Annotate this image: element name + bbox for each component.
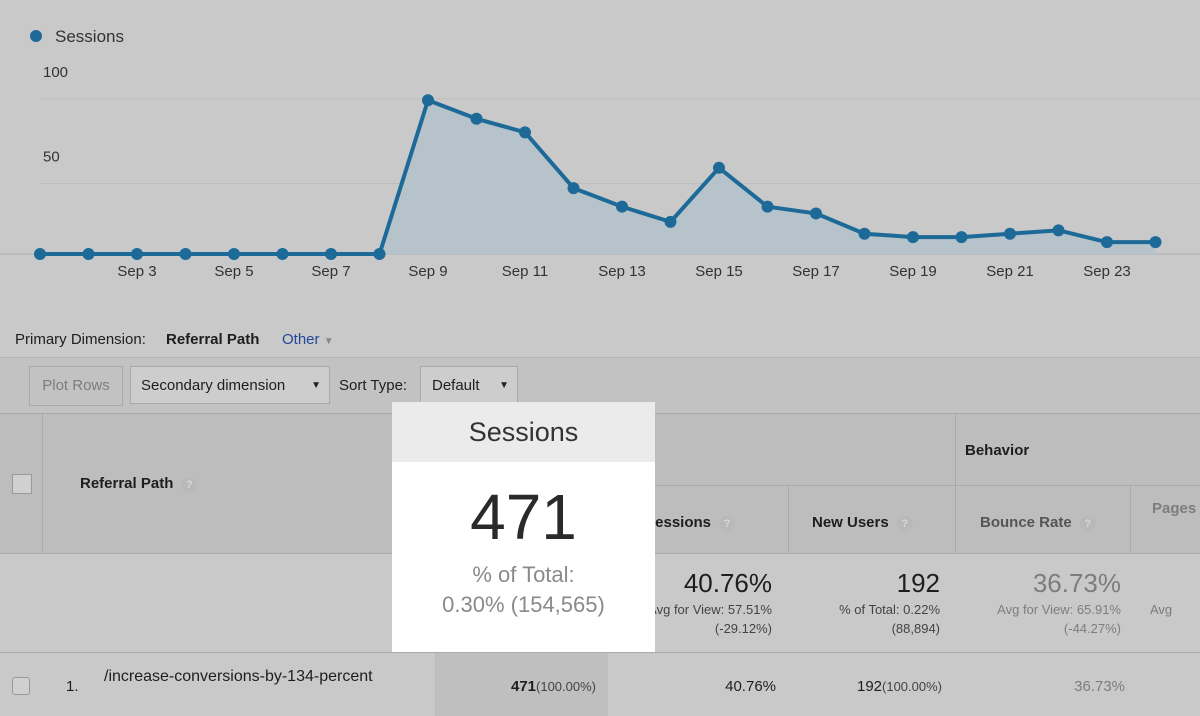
point: [955, 231, 968, 244]
x-tick-label: Sep 9: [408, 263, 447, 280]
point: [422, 94, 434, 107]
dropdown[interactable]: Default ▼: [420, 366, 518, 404]
total-sub: Avg for View: 65.91%: [997, 602, 1121, 617]
point: [131, 248, 143, 260]
cell: 36.73%: [1074, 678, 1125, 695]
chart: Sessions 50 100 Sep 3 Sep 5 Sep 7 Sep 9 Sep 11…: [0, 27, 1200, 280]
header-text[interactable]: Bounce Rate: [980, 514, 1072, 531]
x-tick-label: Sep 19: [889, 263, 937, 280]
total-sub: Avg: [1150, 602, 1173, 617]
x-tick-label: Sep 15: [695, 263, 743, 280]
sorted-cell: [435, 653, 608, 716]
header-text[interactable]: New Users: [812, 514, 889, 531]
point: [616, 200, 628, 213]
x-tick-label: Sep 17: [792, 263, 840, 280]
column-header[interactable]: Pages / Session: [1152, 500, 1200, 517]
total: 36.73%: [1032, 568, 1121, 598]
point: [179, 248, 192, 260]
x-tick-label: Sep 7: [311, 263, 350, 280]
sort[interactable]: Default: [432, 377, 480, 394]
point: [373, 248, 386, 260]
row-index: 1.: [66, 678, 79, 695]
column-header[interactable]: Bounce Rate?: [980, 514, 1096, 532]
point: [907, 231, 919, 244]
point: [276, 248, 289, 260]
label: Primary Dimension:: [15, 331, 146, 348]
total-sub: % of Total: 0.22%: [839, 602, 940, 617]
x-tick-label: Sep 13: [598, 263, 646, 280]
area: [40, 100, 1156, 255]
highlight-title: Sessions: [392, 402, 655, 462]
group-header: Behavior: [965, 442, 1030, 459]
highlight-sub: % of Total:: [472, 562, 575, 587]
other[interactable]: Other: [282, 331, 320, 348]
x-tick-label: Sep 11: [502, 263, 548, 280]
total: 40.76%: [683, 568, 772, 598]
point: [82, 248, 95, 260]
total-sub: (-44.27%): [1063, 621, 1121, 636]
point: [519, 126, 531, 139]
cell-pct: (100.00%): [882, 679, 942, 694]
legend-marker: [30, 30, 42, 42]
point: [761, 200, 774, 213]
highlight-sub: 0.30% (154,565): [442, 592, 605, 617]
cell: 192(100.00%): [790, 678, 942, 695]
x-tick-label: Sep 23: [1083, 263, 1131, 280]
total-sub: (-29.12%): [714, 621, 772, 636]
cell: 471(100.00%): [440, 678, 596, 695]
total-sub: Avg for View: 57.51%: [648, 602, 772, 617]
cell-value: 192: [856, 678, 883, 695]
header-text[interactable]: Referral Path: [80, 475, 174, 492]
point: [713, 161, 725, 174]
point: [1052, 224, 1065, 237]
button[interactable]: Plot Rows: [29, 366, 123, 406]
highlight-value: 471: [470, 481, 577, 553]
row-path[interactable]: /increase-conversions-by-134-percent: [104, 668, 373, 685]
column-header[interactable]: Referral Path?: [80, 475, 198, 493]
checkbox[interactable]: [12, 474, 32, 494]
total-sub: (88,894): [891, 621, 940, 636]
x-tick-label: Sep 3: [117, 263, 156, 280]
point: [810, 207, 822, 220]
point: [1004, 227, 1016, 240]
line: [40, 98, 1156, 256]
divider: [435, 485, 1200, 486]
total: 192: [896, 568, 940, 598]
cell-pct: (100.00%): [536, 679, 596, 694]
legend-label: Sessions: [55, 27, 124, 46]
point: [1149, 236, 1162, 249]
cell-value: 471: [510, 678, 537, 695]
point: [664, 215, 677, 228]
column-header[interactable]: New Users?: [812, 514, 913, 532]
point: [1101, 236, 1113, 249]
y-tick-label: 50: [43, 149, 60, 166]
point: [228, 248, 240, 260]
dropdown[interactable]: Secondary dimension ▼: [130, 366, 330, 404]
checkbox[interactable]: [12, 677, 30, 695]
secondary[interactable]: Secondary dimension: [141, 377, 286, 394]
point: [567, 182, 580, 195]
x-tick-label: Sep 5: [214, 263, 253, 280]
point: [470, 112, 483, 125]
link[interactable]: Other ▼: [282, 331, 334, 348]
x-tick-label: Sep 21: [986, 263, 1034, 280]
point: [34, 248, 46, 260]
dimension[interactable]: Referral Path: [166, 331, 260, 348]
point: [858, 227, 871, 240]
y-tick-label: 100: [43, 64, 68, 81]
highlight-box: Sessions 471 % of Total: 0.30% (154,565): [392, 402, 655, 652]
point: [325, 248, 337, 260]
label: Sort Type:: [339, 377, 408, 394]
cell: 40.76%: [725, 678, 776, 695]
